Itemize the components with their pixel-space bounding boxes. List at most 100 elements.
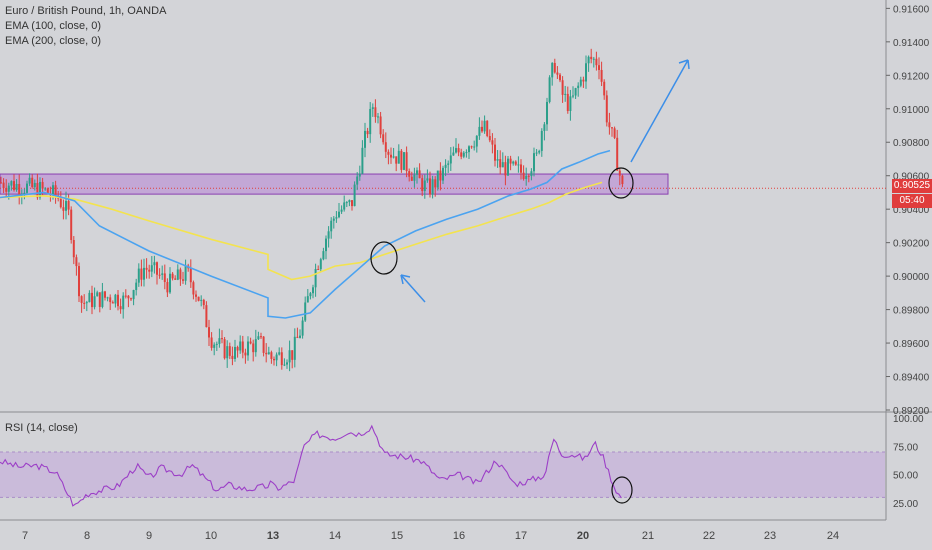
- candle-body: [176, 269, 179, 280]
- candle-body: [234, 346, 236, 359]
- candle-body: [449, 155, 452, 164]
- candle-body: [39, 181, 41, 198]
- time-tick-label: 20: [577, 530, 589, 542]
- candle-body: [122, 295, 125, 310]
- candle-body: [85, 302, 88, 304]
- candle-body: [499, 159, 502, 168]
- candle-body: [291, 350, 294, 360]
- candle-body: [473, 146, 476, 148]
- candle-body: [72, 240, 75, 258]
- candle-body: [215, 343, 218, 345]
- candle-body: [104, 291, 106, 298]
- candle-body: [579, 79, 582, 86]
- candle-body: [278, 352, 281, 355]
- candle-body: [54, 185, 57, 196]
- candle-body: [345, 202, 348, 204]
- candle-body: [312, 287, 314, 294]
- candle-body: [46, 188, 49, 194]
- candle-body: [553, 62, 556, 73]
- candle-body: [67, 200, 70, 210]
- price-tick-label: 0.91600: [893, 4, 930, 15]
- candle-body: [387, 151, 390, 155]
- candle-body: [501, 162, 504, 168]
- candle-body: [317, 268, 320, 270]
- candle-body: [117, 294, 119, 307]
- candle-body: [184, 265, 187, 281]
- candle-body: [23, 192, 26, 194]
- candle-body: [280, 352, 283, 366]
- candle-body: [559, 74, 561, 81]
- candle-body: [494, 144, 496, 161]
- time-tick-label: 15: [391, 530, 403, 542]
- candle-body: [512, 161, 515, 164]
- candle-body: [166, 282, 169, 293]
- price-tick-label: 0.89400: [893, 373, 930, 384]
- rsi-tick-label: 75.00: [893, 442, 918, 453]
- candle-body: [390, 154, 392, 158]
- rsi-tick-label: 25.00: [893, 499, 918, 510]
- candle-body: [2, 182, 5, 189]
- time-tick-label: 14: [329, 530, 341, 542]
- candle-body: [455, 148, 457, 153]
- candle-body: [13, 181, 15, 191]
- candle-body: [546, 101, 548, 125]
- time-tick-label: 17: [515, 530, 527, 542]
- candle-body: [208, 327, 210, 338]
- annotation-arrow-up: [630, 59, 689, 163]
- candle-body: [169, 273, 171, 293]
- rsi-band: [0, 452, 885, 498]
- candle-body: [566, 93, 569, 111]
- candle-body: [366, 130, 369, 135]
- candle-body: [330, 220, 333, 232]
- candle-body: [52, 185, 54, 196]
- candle-body: [325, 238, 327, 252]
- time-tick-label: 24: [827, 530, 839, 542]
- candle-body: [98, 292, 101, 307]
- candle-body: [130, 298, 132, 300]
- candle-body: [299, 335, 301, 338]
- time-tick-label: 21: [642, 530, 654, 542]
- last-price-tag: 0.90525: [892, 179, 932, 193]
- candle-body: [171, 273, 174, 279]
- candle-body: [200, 299, 203, 301]
- candle-body: [590, 56, 593, 60]
- candle-body: [7, 185, 10, 192]
- candle-body: [182, 279, 184, 281]
- candle-body: [491, 140, 494, 145]
- candle-body: [343, 202, 346, 210]
- candle-body: [0, 182, 2, 184]
- candle-body: [106, 297, 109, 299]
- candle-body: [384, 142, 387, 152]
- candle-body: [247, 341, 249, 356]
- candle-body: [221, 338, 223, 340]
- candle-body: [351, 200, 353, 207]
- candle-body: [213, 344, 216, 348]
- candle-body: [410, 176, 413, 181]
- candle-body: [356, 176, 359, 185]
- ema100-line: [0, 149, 611, 319]
- candle-body: [15, 183, 18, 191]
- candle-body: [231, 355, 234, 359]
- candle-body: [369, 108, 372, 135]
- candle-body: [31, 177, 34, 188]
- candle-body: [195, 294, 197, 297]
- candle-body: [520, 164, 522, 173]
- candle-body: [517, 164, 520, 166]
- candle-body: [468, 146, 470, 153]
- candle-body: [475, 135, 478, 147]
- candle-body: [616, 137, 619, 171]
- candle-body: [5, 188, 8, 192]
- candle-body: [603, 81, 606, 96]
- candle-body: [70, 209, 73, 241]
- candle-body: [371, 107, 374, 109]
- candle-body: [556, 72, 559, 75]
- candle-body: [44, 188, 47, 190]
- candle-body: [465, 152, 468, 154]
- candle-body: [306, 296, 309, 303]
- candle-body: [538, 150, 541, 153]
- candle-body: [80, 296, 83, 303]
- candle-body: [223, 339, 226, 359]
- candle-body: [286, 362, 288, 365]
- candle-body: [418, 170, 421, 179]
